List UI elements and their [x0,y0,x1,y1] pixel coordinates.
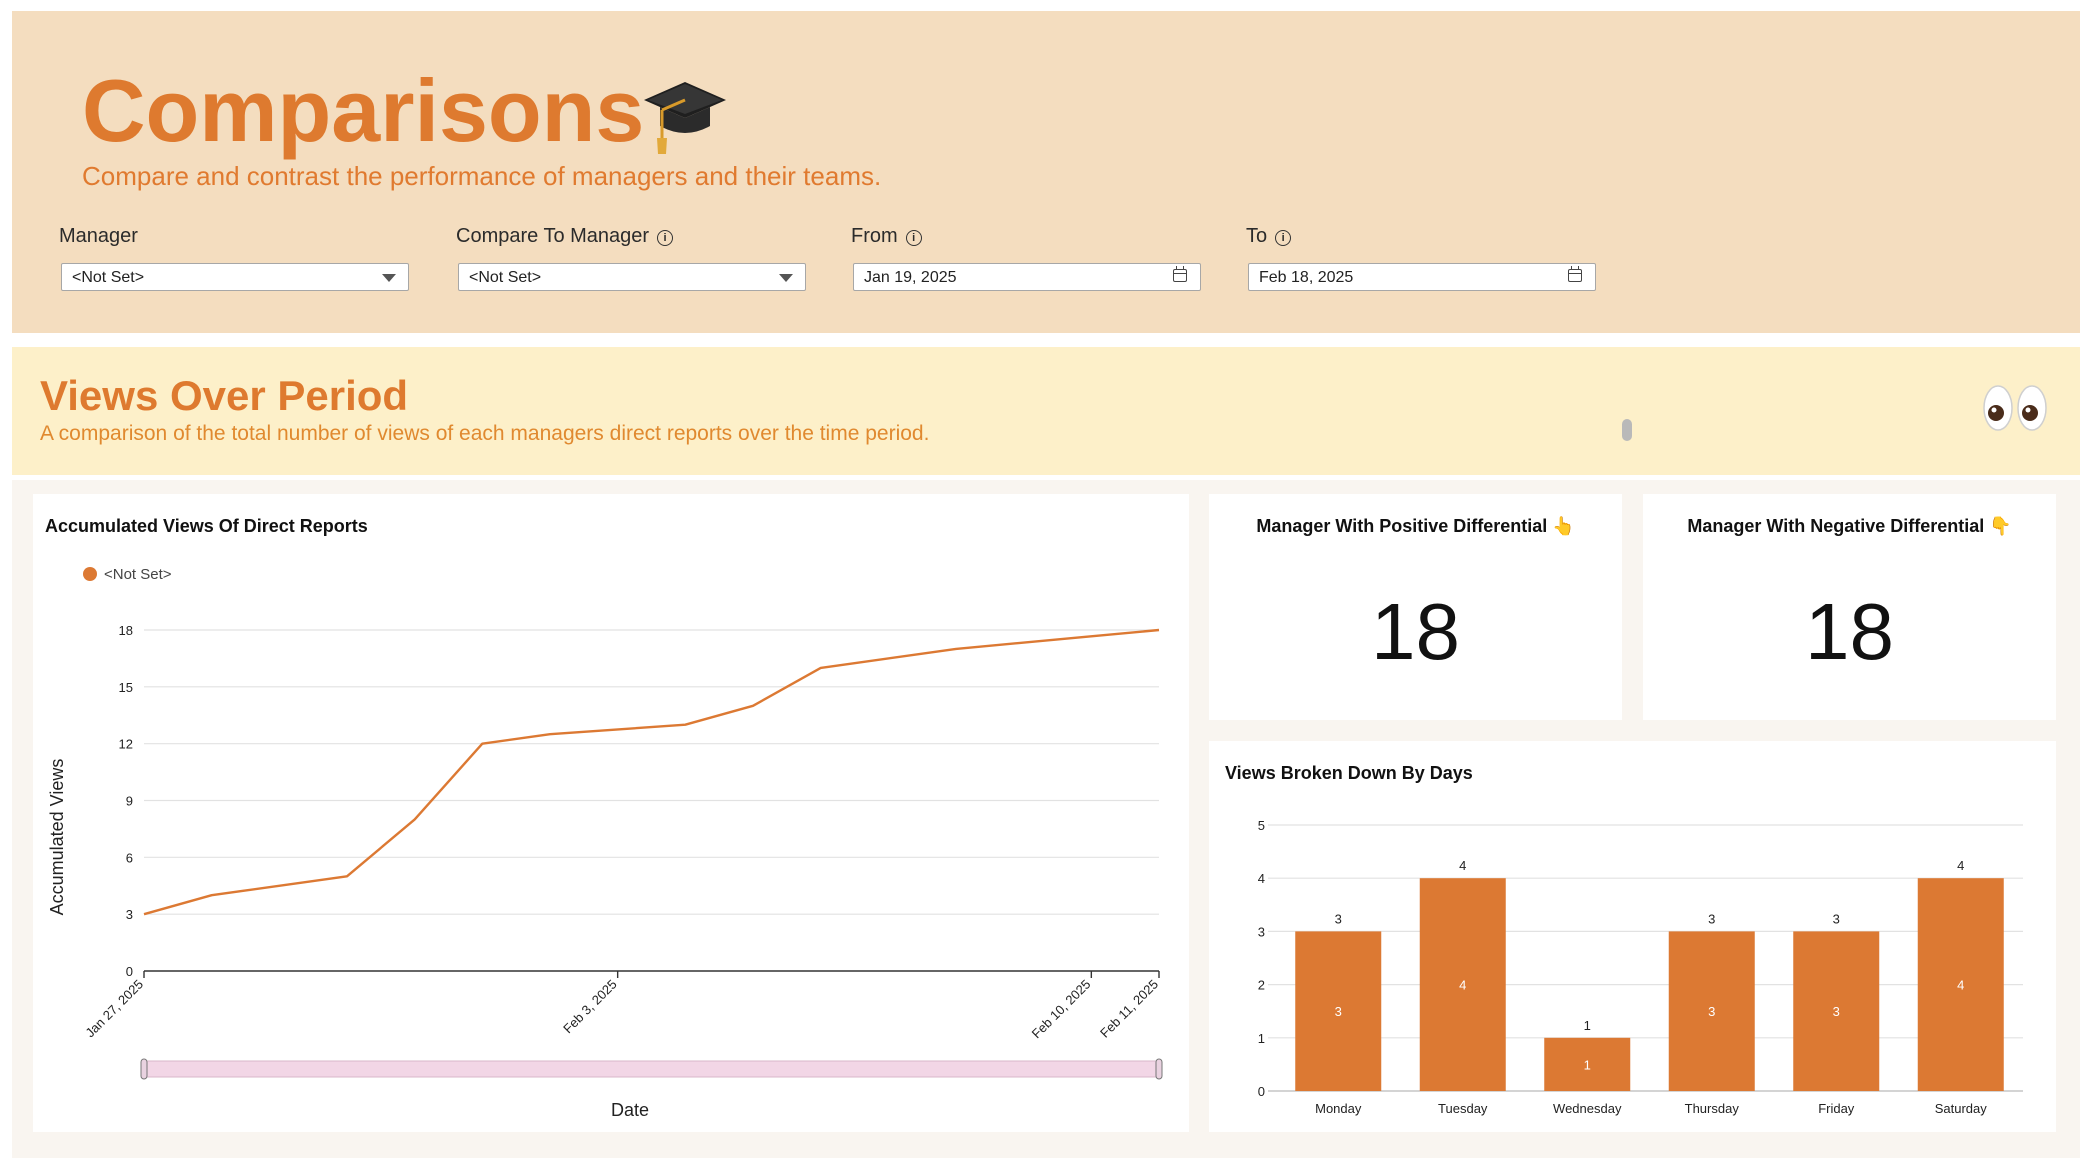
calendar-icon[interactable] [1568,266,1582,282]
x-tick-label: Wednesday [1553,1101,1622,1116]
from-label: From i [851,225,922,248]
bar-chart-title: Views Broken Down By Days [1225,763,1473,783]
to-date-value: Feb 18, 2025 [1259,269,1354,286]
series-line [143,628,1160,916]
bar-chart: 0 1 2 3 4 5 3 3 Monday 4 4 Tuesday 1 1 Wednesday 3 3 Thur… [1258,818,2023,1116]
bar-value-label: 3 [1833,911,1840,926]
bar [1295,931,1382,1091]
y-tick-label: 2 [1258,978,1265,993]
y-tick-label: 9 [126,794,133,809]
y-tick-label: 1 [1258,1031,1265,1046]
compare-manager-label: Compare To Manager i [456,225,674,248]
x-tick-label: Friday [1818,1101,1855,1116]
bar [1668,931,1755,1091]
zoom-handle[interactable] [1155,1058,1163,1080]
legend-marker [83,567,97,581]
line-chart-title: Accumulated Views Of Direct Reports [45,516,368,536]
y-axis-label: Accumulated Views [47,759,67,916]
eyes-icon [1983,385,2047,431]
y-tick-label: 12 [119,737,133,752]
page-subtitle: Compare and contrast the performance of … [82,161,882,191]
bar [1544,1037,1631,1091]
bar-value-label: 3 [1335,911,1342,926]
scroll-handle[interactable] [1622,419,1632,441]
x-tick-label: Tuesday [1438,1101,1488,1116]
chevron-down-icon [382,274,396,282]
line-chart: <Not Set> 0 3 6 9 12 15 18 Jan 27, 2025 Feb 3, 20… [47,566,1163,1120]
y-tick-label: 6 [126,850,133,865]
calendar-icon[interactable] [1173,266,1187,282]
x-tick-label: Feb 11, 2025 [1097,977,1161,1041]
y-tick-label: 4 [1258,871,1265,886]
x-tick-label: Feb 10, 2025 [1029,977,1094,1042]
to-date-field[interactable]: Feb 18, 2025 [1248,263,1596,291]
compare-manager-select[interactable]: <Not Set> [458,263,806,291]
bar-inner-label: 3 [1335,1004,1342,1019]
manager-select-value: <Not Set> [72,269,145,286]
x-tick-label: Saturday [1935,1101,1988,1116]
compare-manager-select-value: <Not Set> [469,269,542,286]
views-section-subtitle: A comparison of the total number of view… [40,422,930,445]
chevron-down-icon [779,274,793,282]
bar [1419,878,1506,1091]
bar-inner-label: 1 [1584,1057,1591,1072]
bar-value-label: 1 [1584,1018,1591,1033]
x-tick-label: Monday [1315,1101,1362,1116]
negative-differential-value: 18 [1805,587,1894,676]
bar [1917,878,2004,1091]
bar-inner-label: 4 [1459,978,1466,993]
to-label: To i [1246,225,1292,248]
zoom-handle[interactable] [140,1058,148,1080]
bar [1793,931,1880,1091]
bar-inner-label: 4 [1957,978,1964,993]
graduation-cap-icon [644,82,726,154]
bar-value-label: 4 [1957,858,1964,873]
legend-label: <Not Set> [104,566,172,583]
page-title: Comparisons [82,61,645,160]
positive-differential-title: Manager With Positive Differential 👆 [1256,516,1575,536]
from-date-field[interactable]: Jan 19, 2025 [853,263,1201,291]
manager-label: Manager [59,225,138,247]
negative-differential-card: Manager With Negative Differential 👇 18 [1643,494,2056,720]
x-tick-label: Feb 3, 2025 [560,977,620,1037]
y-tick-label: 18 [119,623,133,638]
info-icon[interactable]: i [657,230,674,246]
manager-select[interactable]: <Not Set> [61,263,409,291]
negative-differential-title: Manager With Negative Differential 👇 [1687,516,2012,536]
positive-differential-card: Manager With Positive Differential 👆 18 [1209,494,1622,720]
bar-value-label: 3 [1708,911,1715,926]
bar-inner-label: 3 [1833,1004,1840,1019]
x-tick-label: Jan 27, 2025 [82,977,146,1041]
bar-value-label: 4 [1459,858,1466,873]
x-tick-label: Thursday [1685,1101,1740,1116]
y-tick-label: 3 [1258,924,1265,939]
views-section-title: Views Over Period [40,372,409,419]
bar-inner-label: 3 [1708,1004,1715,1019]
bar-chart-card: Views Broken Down By Days 0 1 2 3 4 5 3 3 Monday… [1209,741,2056,1132]
info-icon[interactable]: i [1275,230,1292,246]
views-section-banner [12,347,2080,475]
from-date-value: Jan 19, 2025 [864,269,957,286]
y-tick-label: 0 [1258,1084,1265,1099]
y-tick-label: 3 [126,907,133,922]
positive-differential-value: 18 [1371,587,1460,676]
y-tick-label: 15 [119,680,133,695]
zoom-scrollbar[interactable] [143,1060,1160,1078]
y-tick-label: 0 [126,964,133,979]
y-tick-label: 5 [1258,818,1265,833]
info-icon[interactable]: i [905,230,922,246]
x-axis-label: Date [611,1100,649,1120]
line-chart-card: Accumulated Views Of Direct Reports <Not… [33,494,1189,1132]
